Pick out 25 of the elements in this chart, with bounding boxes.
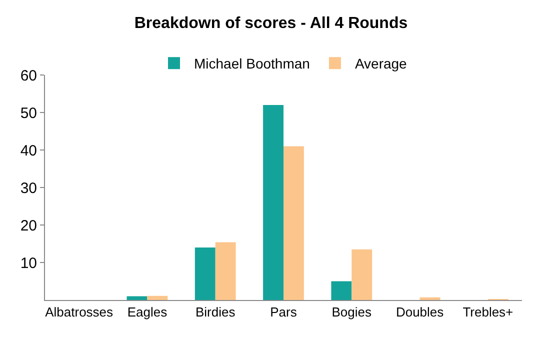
x-tick-label: Trebles+ bbox=[462, 304, 514, 320]
x-tick-label: Albatrosses bbox=[45, 304, 114, 320]
bar bbox=[215, 242, 236, 300]
x-tick-label: Doubles bbox=[396, 304, 444, 320]
legend-label: Michael Boothman bbox=[194, 56, 310, 72]
chart-title: Breakdown of scores - All 4 Rounds bbox=[134, 15, 408, 32]
x-tick-label: Bogies bbox=[332, 304, 372, 320]
bar bbox=[126, 296, 148, 300]
y-tick-label: 30 bbox=[20, 180, 37, 197]
bar bbox=[331, 281, 352, 300]
bar bbox=[194, 248, 216, 300]
x-tick-label: Pars bbox=[270, 304, 298, 320]
y-tick-label: 20 bbox=[20, 217, 37, 234]
bar bbox=[147, 296, 168, 300]
bar bbox=[263, 105, 284, 300]
bar bbox=[352, 249, 372, 300]
bar bbox=[420, 297, 440, 300]
bar bbox=[284, 146, 304, 300]
x-tick-label: Birdies bbox=[195, 304, 236, 320]
y-tick-label: 10 bbox=[20, 254, 37, 272]
legend-label: Average bbox=[354, 56, 408, 72]
x-tick-label: Eagles bbox=[127, 304, 168, 320]
y-tick-label: 50 bbox=[20, 104, 37, 122]
y-tick-label: 60 bbox=[20, 67, 37, 84]
y-tick-label: 40 bbox=[20, 142, 37, 160]
